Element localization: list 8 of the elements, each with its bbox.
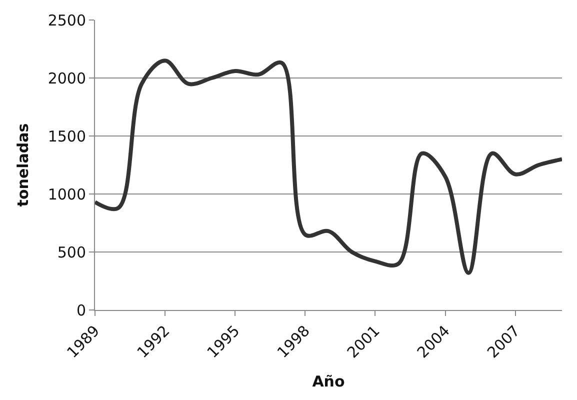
y-tick-label: 1500: [48, 127, 86, 146]
y-tick-label: 500: [57, 243, 86, 262]
y-tick-label: 2500: [48, 11, 86, 30]
y-tick-label: 1000: [48, 185, 86, 204]
y-tick-label: 2000: [48, 69, 86, 88]
y-axis-title: toneladas: [14, 123, 32, 207]
x-axis-title: Año: [312, 372, 345, 391]
y-tick-label: 0: [76, 301, 86, 320]
